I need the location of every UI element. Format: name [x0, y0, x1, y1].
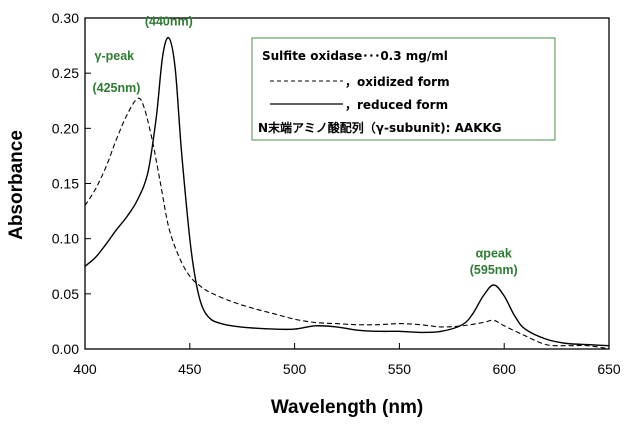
legend-title: Sulfite oxidase･･･0.3 mg/ml: [262, 49, 448, 63]
y-axis-ticks: 0.00 0.05 0.10 0.15 0.20 0.25 0.30: [52, 10, 91, 357]
x-axis-title: Wavelength (nm): [271, 397, 423, 418]
peak-annotation: αpeak: [476, 246, 512, 260]
y-axis-title: Absorbance: [6, 130, 27, 240]
y-tick-label: 0.00: [52, 341, 79, 357]
peak-annotation: (595nm): [470, 263, 518, 277]
x-tick-label: 450: [178, 361, 202, 377]
y-tick-label: 0.10: [52, 231, 79, 247]
x-tick-label: 400: [73, 361, 97, 377]
x-axis-ticks: 400 450 500 550 600 650: [73, 343, 621, 377]
series-line-reduced: [84, 36, 610, 347]
peak-annotation: (425nm): [92, 81, 140, 95]
x-tick-label: 650: [597, 361, 621, 377]
y-tick-label: 0.05: [52, 286, 79, 302]
peak-annotation: γ-peak: [95, 49, 135, 63]
legend-box: Sulfite oxidase･･･0.3 mg/ml ，oxidized fo…: [251, 37, 556, 141]
x-tick-label: 600: [493, 361, 517, 377]
y-tick-label: 0.30: [52, 10, 79, 26]
annotations-layer: (440nm) γ-peak (425nm) αpeak (595nm): [92, 15, 517, 277]
legend-label-reduced: ，reduced form: [345, 98, 448, 112]
peak-annotation: (440nm): [145, 15, 193, 29]
legend-note: N末端アミノ酸配列（γ-subunit): AAKKG: [258, 120, 502, 135]
legend-frame: [251, 37, 556, 141]
y-tick-label: 0.15: [52, 176, 79, 192]
x-tick-label: 550: [388, 361, 412, 377]
legend-label-oxidized: ，oxidized form: [345, 75, 450, 89]
series-line-oxidized: [84, 97, 610, 350]
y-tick-label: 0.20: [52, 120, 79, 136]
x-tick-label: 500: [283, 361, 307, 377]
y-tick-label: 0.25: [52, 65, 79, 81]
series-layer: [84, 36, 610, 350]
